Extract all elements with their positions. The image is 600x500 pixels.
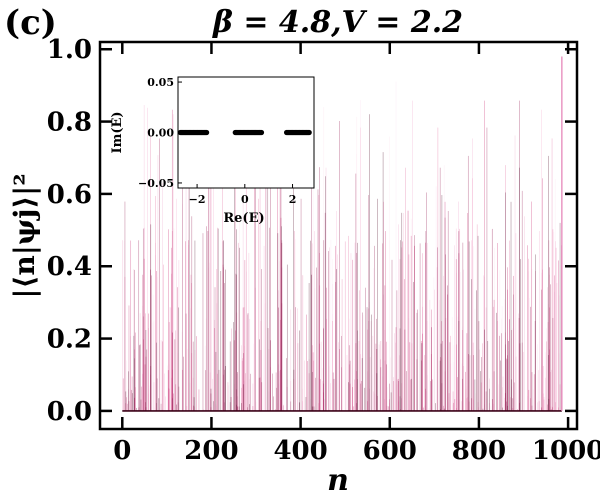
inset-y-tick-label: 0.05 — [147, 76, 174, 89]
inset-y-axis-label: Im(E) — [110, 111, 125, 153]
density-trace — [126, 229, 514, 411]
x-tick-label: 800 — [452, 436, 506, 466]
inset-x-axis-label: Re(E) — [223, 211, 264, 226]
density-trace — [141, 241, 555, 411]
inset-y-tick-label: 0.00 — [147, 127, 174, 140]
plot-frame — [98, 40, 579, 431]
y-axis-label: |⟨n|ψj⟩|² — [8, 173, 41, 298]
y-tick-label: 0.2 — [47, 325, 92, 355]
inset-ticks: −2 0 2 −0.05 0.00 0.05 — [138, 76, 296, 206]
inset-x-tick-label: 0 — [241, 193, 249, 206]
x-tick-label: 600 — [363, 436, 417, 466]
y-tick-label: 1.0 — [47, 35, 92, 65]
x-tick-label: 1000 — [532, 436, 600, 466]
density-trace — [128, 138, 549, 411]
x-tick-label: 0 — [113, 436, 131, 466]
density-trace — [124, 167, 550, 411]
eigenstate-density-traces — [122, 56, 563, 412]
panel-label: (c) — [4, 3, 57, 43]
y-tick-label: 0.6 — [47, 180, 92, 210]
y-tick-label: 0.4 — [47, 252, 92, 282]
inset-x-tick-label: −2 — [189, 193, 206, 206]
x-tick-label: 200 — [184, 436, 238, 466]
y-tick-label: 0.8 — [47, 108, 92, 138]
inset-y-tick-label: −0.05 — [138, 177, 174, 190]
main-axes: 0 200 400 600 800 1000 0.0 0.2 0.4 0.6 0.8 1.0 — [47, 35, 600, 466]
inset-x-tick-label: 2 — [289, 193, 297, 206]
inset-eigenvalue-points — [177, 129, 312, 136]
x-axis-label: n — [327, 463, 349, 498]
eigenvalue-point — [258, 129, 265, 136]
y-tick-label: 0.0 — [47, 397, 92, 427]
chart-title: β = 4.8,V = 2.2 — [212, 5, 463, 40]
eigenvalue-point — [306, 129, 312, 136]
x-tick-label: 400 — [273, 436, 327, 466]
inset-spectrum-plot: −2 0 2 −0.05 0.00 0.05 Re(E) Im(E) — [110, 76, 315, 226]
eigenvalue-point — [204, 129, 210, 136]
